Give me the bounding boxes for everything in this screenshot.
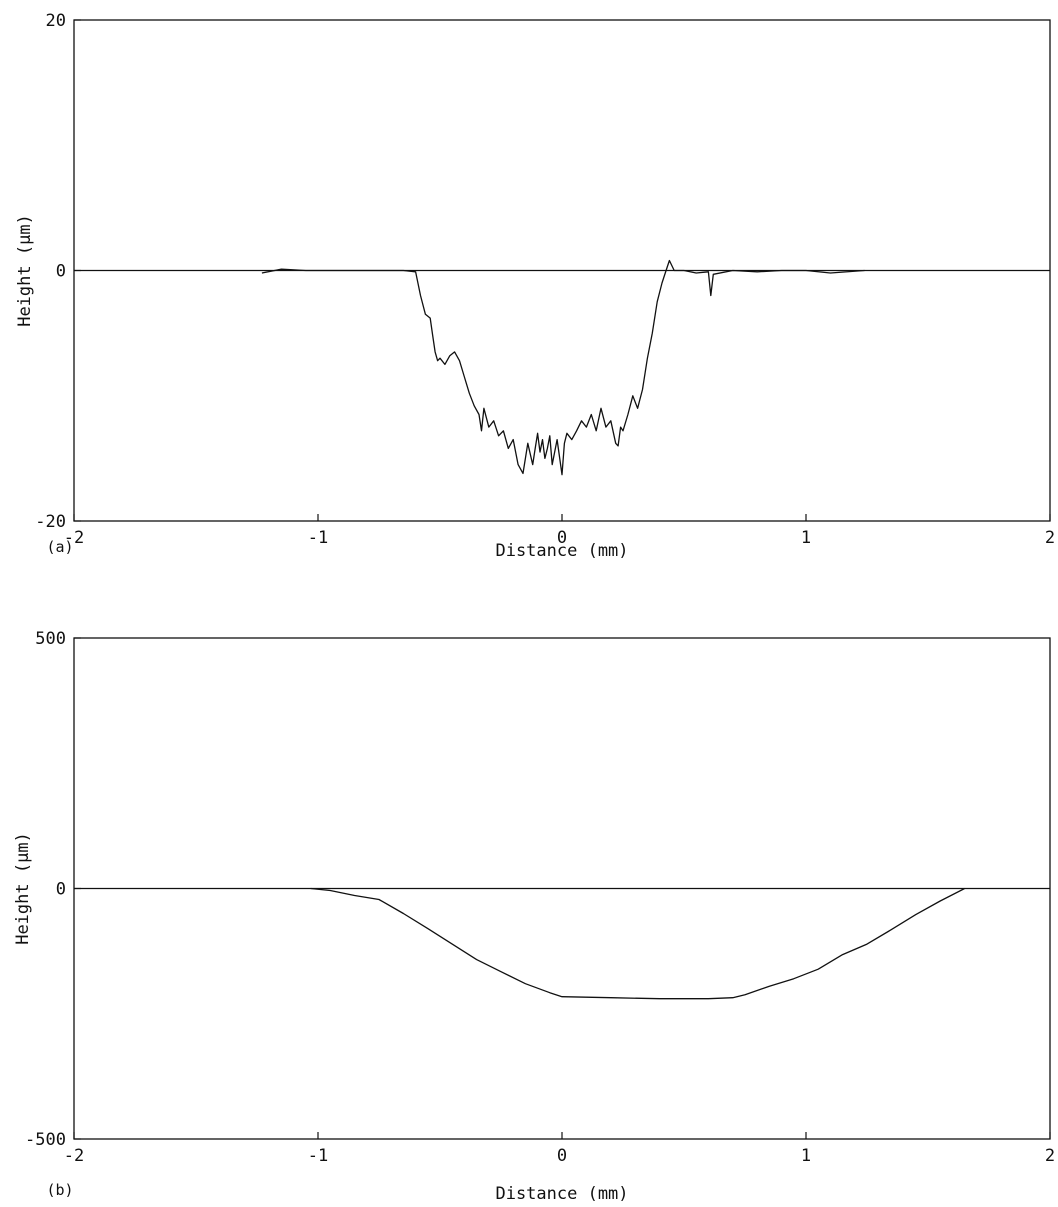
chart-panel-b: -2 -1 0 1 2 -500 0 500 Distance (mm) Height (μm) (… xyxy=(13,629,1055,1204)
panel-label: (a) xyxy=(46,538,73,556)
series-line xyxy=(310,887,965,1000)
y-axis-title: Height (μm) xyxy=(15,214,35,327)
panel-label: (b) xyxy=(46,1181,73,1199)
x-tick-label: -2 xyxy=(64,1146,84,1166)
x-tick-label: 0 xyxy=(557,528,567,548)
y-tick-label: 0 xyxy=(56,262,66,282)
y-tick-label: 0 xyxy=(56,880,66,900)
x-tick-label: -2 xyxy=(64,528,84,548)
y-axis-title: Height (μm) xyxy=(13,832,33,945)
x-tick-label: -1 xyxy=(308,1146,328,1166)
y-tick-label: -500 xyxy=(25,1130,66,1150)
x-tick-label: 1 xyxy=(801,528,811,548)
x-tick-label: 1 xyxy=(801,1146,811,1166)
y-tick-label: -20 xyxy=(35,512,66,532)
chart-panel-a: -2 -1 0 1 2 -20 0 20 Distance (mm) Height (μm) (a) xyxy=(15,11,1055,561)
x-tick-label: 2 xyxy=(1045,1146,1055,1166)
y-tick-label: 20 xyxy=(46,11,66,31)
series-line xyxy=(261,259,865,476)
x-tick-label: 2 xyxy=(1045,528,1055,548)
x-axis-title: Distance (mm) xyxy=(495,541,628,561)
x-axis-title: Distance (mm) xyxy=(495,1184,628,1204)
x-tick-label: 0 xyxy=(557,1146,567,1166)
x-tick-label: -1 xyxy=(308,528,328,548)
y-tick-label: 500 xyxy=(35,629,66,649)
